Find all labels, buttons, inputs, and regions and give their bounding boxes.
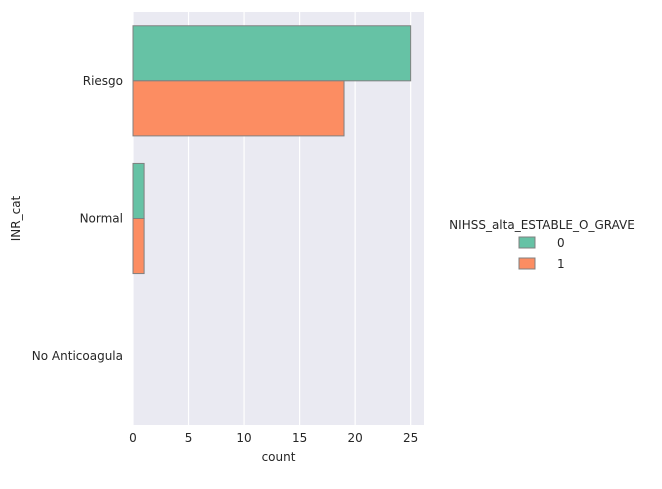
y-tick-label: Riesgo bbox=[83, 74, 123, 88]
bar-series-0-normal bbox=[132, 162, 145, 219]
x-axis-label: count bbox=[262, 450, 296, 464]
y-tick-label: Normal bbox=[80, 212, 123, 226]
bar-series-0-riesgo bbox=[132, 25, 412, 82]
legend-swatch-1 bbox=[518, 257, 536, 270]
legend-swatch-0 bbox=[518, 236, 536, 249]
y-axis-ticks: Riesgo Normal No Anticoagula bbox=[32, 74, 123, 363]
x-tick-label: 20 bbox=[347, 431, 362, 445]
x-tick-label: 10 bbox=[236, 431, 251, 445]
x-tick-label: 0 bbox=[129, 431, 137, 445]
bar-series-1-normal bbox=[132, 218, 145, 275]
x-tick-label: 25 bbox=[403, 431, 418, 445]
x-axis-ticks: 0 5 10 15 20 25 bbox=[129, 431, 418, 445]
x-tick-label: 15 bbox=[292, 431, 307, 445]
bar-series-1-riesgo bbox=[132, 80, 345, 137]
y-tick-label: No Anticoagula bbox=[32, 349, 123, 363]
legend-label-0: 0 bbox=[557, 236, 565, 250]
legend-title: NIHSS_alta_ESTABLE_O_GRAVE bbox=[449, 218, 635, 232]
legend-label-1: 1 bbox=[557, 257, 565, 271]
bars bbox=[132, 25, 412, 275]
x-tick-label: 5 bbox=[185, 431, 193, 445]
legend: NIHSS_alta_ESTABLE_O_GRAVE 0 1 bbox=[449, 218, 635, 271]
y-axis-label: INR_cat bbox=[9, 195, 23, 241]
